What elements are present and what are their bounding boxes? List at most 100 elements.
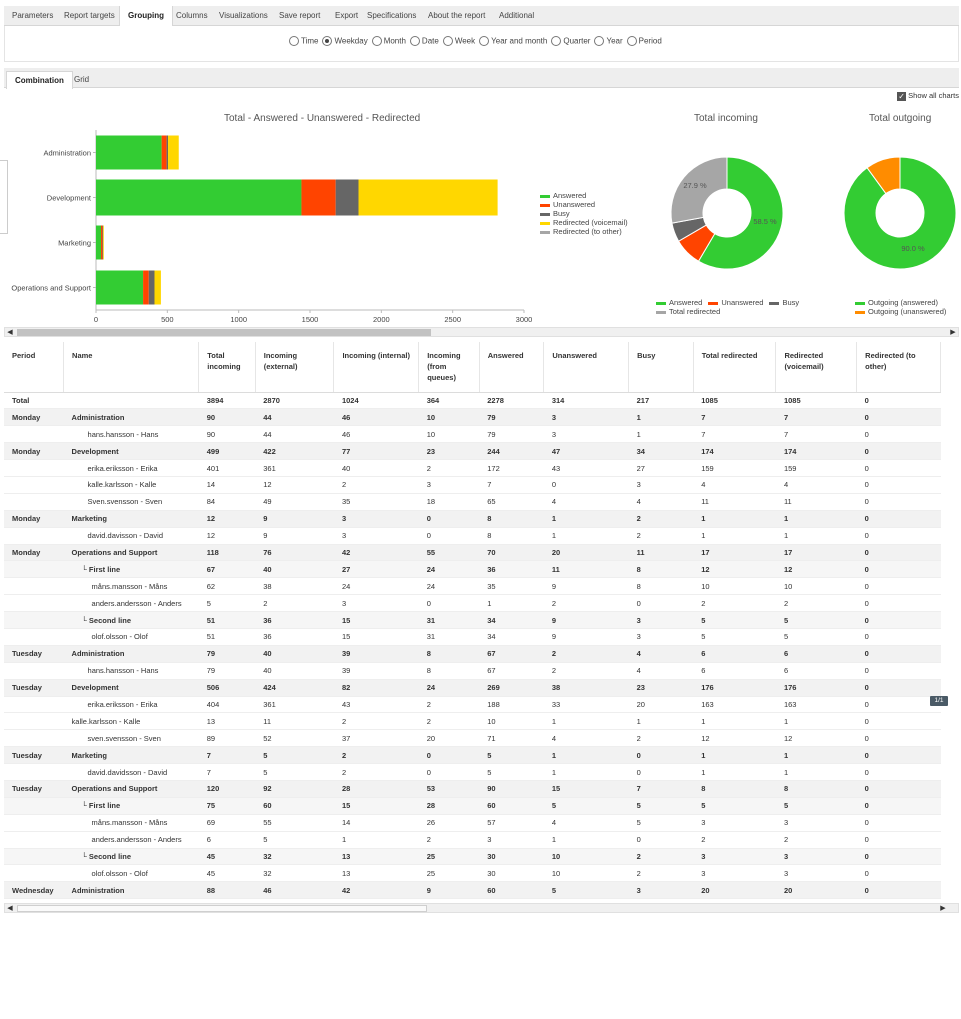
table-row[interactable]: måns.mansson - Måns 69 55 14 26 57 4 5 3 3 0 <box>4 814 941 832</box>
column-header-incoming-internal[interactable]: Incoming (internal) <box>333 342 420 393</box>
legend-item-outgoing-answered[interactable]: Outgoing (answered) <box>855 298 961 307</box>
table-row[interactable]: sven.svensson - Sven 89 52 37 20 71 4 2 12 12 0 <box>4 729 941 748</box>
legend-item-redirected-to-other[interactable]: Redirected (to other) <box>540 227 628 236</box>
tab-combination[interactable]: Combination <box>6 71 73 89</box>
legend-item-redirected-voicemail[interactable]: Redirected (voicemail) <box>540 218 628 227</box>
column-header-total-redirected[interactable]: Total redirected <box>693 342 777 393</box>
radio-unselected-icon[interactable] <box>594 36 605 46</box>
tab-grid[interactable]: Grid <box>74 75 90 84</box>
table-row[interactable]: └ Second line 45 32 13 25 30 10 2 3 3 0 <box>4 848 941 866</box>
table-row[interactable]: hans.hansson - Hans 79 40 39 8 67 2 4 6 6 0 <box>4 662 941 680</box>
column-header-busy[interactable]: Busy <box>628 342 694 393</box>
column-header-name[interactable]: Name <box>63 342 200 393</box>
grouping-option-period[interactable]: Period <box>626 36 662 46</box>
legend-item-total-redirected[interactable]: Total redirected <box>656 307 720 316</box>
legend-swatch <box>855 310 865 314</box>
legend-item-answered[interactable]: Answered <box>540 191 628 200</box>
table-row[interactable]: Tuesday Marketing 7 5 2 0 5 1 0 1 1 0 <box>4 746 941 765</box>
chart-horizontal-scrollbar[interactable]: ◀ ▶ <box>4 327 959 337</box>
grid-scroll-right-arrow-icon[interactable]: ▶ <box>940 905 946 912</box>
tab-parameters[interactable]: Parameters <box>12 11 54 20</box>
cell-unanswered: 10 <box>543 848 629 866</box>
column-header-incoming-from-queues[interactable]: Incoming (from queues) <box>418 342 480 393</box>
table-row[interactable]: └ First line 75 60 15 28 60 5 5 5 5 0 <box>4 797 941 815</box>
table-row[interactable]: erika.eriksson - Erika 404 361 43 2 188 33 20 16… <box>4 696 941 714</box>
tab-export[interactable]: Export <box>335 11 359 20</box>
table-row[interactable]: Monday Marketing 12 9 3 0 8 1 2 1 1 0 <box>4 510 941 528</box>
radio-unselected-icon[interactable] <box>409 36 420 46</box>
table-row[interactable]: Tuesday Operations and Support 120 92 28 53 90… <box>4 780 941 798</box>
radio-unselected-icon[interactable] <box>289 36 299 46</box>
table-row[interactable]: david.davisson - David 12 9 3 0 8 1 2 1 1 0 <box>4 527 941 545</box>
table-row[interactable]: kalle.karlsson - Kalle 13 11 2 2 10 1 1 1 1 0 <box>4 712 941 731</box>
tab-report-targets[interactable]: Report targets <box>64 11 115 20</box>
tab-about-the-report[interactable]: About the report <box>428 11 486 20</box>
column-header-redirected-voicemail[interactable]: Redirected (voicemail) <box>775 342 858 393</box>
table-row[interactable]: Monday Administration 90 44 46 10 79 3 1 7 7 0 <box>4 408 941 427</box>
chart-scrollbar-thumb[interactable] <box>17 329 431 336</box>
column-header-period[interactable]: Period <box>4 342 65 393</box>
legend-item-outgoing-unanswered[interactable]: Outgoing (unanswered) <box>855 307 961 316</box>
grouping-option-weekday[interactable]: Weekday <box>322 36 368 46</box>
checkbox-check-icon[interactable]: ✓ <box>897 91 907 101</box>
cell-period <box>4 476 64 494</box>
column-header-answered[interactable]: Answered <box>479 342 545 393</box>
column-header-redirected-to-other[interactable]: Redirected (to other) <box>856 342 941 393</box>
table-row[interactable]: Tuesday Development 506 424 82 24 269 38 23 176 17… <box>4 679 941 697</box>
grouping-option-month[interactable]: Month <box>371 36 406 46</box>
column-header-unanswered[interactable]: Unanswered <box>543 342 630 393</box>
table-row[interactable]: Monday Development 499 422 77 23 244 47 34 174 174… <box>4 442 941 461</box>
show-all-charts-toggle[interactable]: ✓ Show all charts <box>897 90 959 102</box>
grouping-option-quarter[interactable]: Quarter <box>551 36 590 46</box>
scroll-left-arrow-icon[interactable]: ◀ <box>7 329 13 336</box>
table-row[interactable]: erika.eriksson - Erika 401 361 40 2 172 43 27 15… <box>4 459 941 477</box>
tab-grouping[interactable]: Grouping <box>119 6 173 27</box>
grouping-option-year[interactable]: Year <box>594 36 623 46</box>
radio-unselected-icon[interactable] <box>626 36 637 46</box>
grid-scrollbar-thumb[interactable] <box>17 905 427 912</box>
radio-unselected-icon[interactable] <box>371 36 382 46</box>
table-row[interactable]: måns.mansson - Måns 62 38 24 24 35 9 8 10 10 0 <box>4 577 941 596</box>
column-header-incoming-external[interactable]: Incoming (external) <box>255 342 335 393</box>
grid-horizontal-scrollbar[interactable]: ◀ ▶ <box>4 903 959 913</box>
column-header-total-incoming[interactable]: Total incoming <box>198 342 256 393</box>
table-row[interactable]: hans.hansson - Hans 90 44 46 10 79 3 1 7 7 0 <box>4 425 941 444</box>
radio-unselected-icon[interactable] <box>479 36 490 46</box>
side-panel-handle[interactable] <box>0 160 8 234</box>
table-row[interactable]: └ Second line 51 36 15 31 34 9 3 5 5 0 <box>4 611 941 629</box>
table-row[interactable]: Monday Operations and Support 118 76 42 55 70 2… <box>4 544 941 562</box>
legend-item-unanswered[interactable]: Unanswered <box>708 298 763 307</box>
radio-unselected-icon[interactable] <box>551 36 562 46</box>
tab-specifications[interactable]: Specifications <box>367 11 417 20</box>
grouping-option-week[interactable]: Week <box>442 36 475 46</box>
table-row[interactable]: anders.andersson - Anders 5 2 3 0 1 2 0 2 2 0 <box>4 594 941 613</box>
table-row[interactable]: anders.andersson - Anders 6 5 1 2 3 1 0 2 2 0 <box>4 831 941 849</box>
cell-total-redirected: 12 <box>693 729 776 748</box>
table-row[interactable]: olof.olsson - Olof 51 36 15 31 34 9 3 5 5 0 <box>4 628 941 646</box>
legend-item-busy[interactable]: Busy <box>769 298 799 307</box>
cell-incoming-from-queues: 3 <box>418 476 480 494</box>
legend-item-unanswered[interactable]: Unanswered <box>540 200 628 209</box>
tab-columns[interactable]: Columns <box>176 11 208 20</box>
legend-item-busy[interactable]: Busy <box>540 209 628 218</box>
grouping-option-year-and-month[interactable]: Year and month <box>479 36 547 46</box>
table-row[interactable]: Wednesday Administration 88 46 42 9 60 5 3 20 20 0 <box>4 881 941 900</box>
tab-visualizations[interactable]: Visualizations <box>219 11 268 20</box>
legend-item-answered[interactable]: Answered <box>656 298 702 307</box>
tab-save-report[interactable]: Save report <box>279 11 321 20</box>
table-row[interactable]: └ First line 67 40 27 24 36 11 8 12 12 0 <box>4 560 941 579</box>
grid-scroll-left-arrow-icon[interactable]: ◀ <box>7 905 13 912</box>
table-row[interactable]: david.davidsson - David 7 5 2 0 5 1 0 1 1 0 <box>4 763 941 781</box>
cell-total-incoming: 7 <box>198 746 256 765</box>
table-row[interactable]: olof.olsson - Olof 45 32 13 25 30 10 2 3 3 0 <box>4 864 941 883</box>
table-row[interactable]: Tuesday Administration 79 40 39 8 67 2 4 6 6 0 <box>4 645 941 663</box>
table-row[interactable]: Sven.svensson - Sven 84 49 35 18 65 4 4 11 11 0 <box>4 493 941 511</box>
tab-additional[interactable]: Additional <box>499 11 535 20</box>
table-row[interactable]: kalle.karlsson - Kalle 14 12 2 3 7 0 3 4 4 0 <box>4 476 941 494</box>
table-row[interactable]: Total 3894 2870 1024 364 2278 314 217 1085 1085 0 <box>4 392 941 410</box>
radio-selected-icon[interactable] <box>322 36 333 46</box>
grouping-option-date[interactable]: Date <box>409 36 439 46</box>
grouping-option-time[interactable]: Time <box>289 36 318 46</box>
radio-unselected-icon[interactable] <box>442 36 453 46</box>
scroll-right-arrow-icon[interactable]: ▶ <box>950 329 956 336</box>
